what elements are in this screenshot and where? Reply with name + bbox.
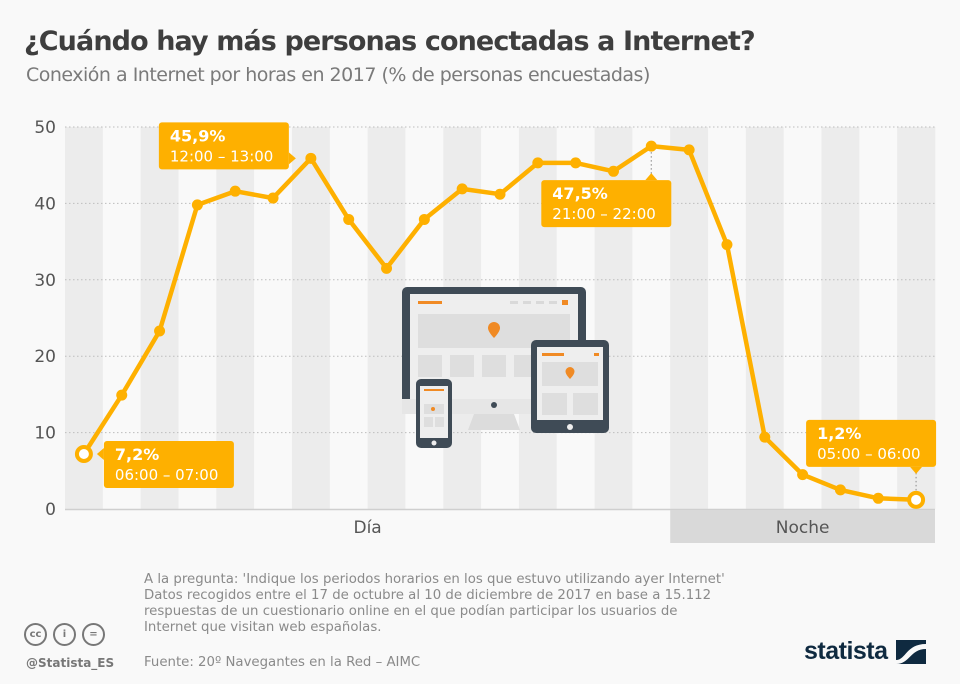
data-point [494, 188, 506, 200]
chart-title: ¿Cuándo hay más personas conectadas a In… [24, 26, 756, 57]
callout-value: 45,9% [170, 126, 226, 145]
callout-box [541, 180, 672, 228]
data-point [721, 239, 733, 251]
footnote: A la pregunta: 'Indique los periodos hor… [144, 572, 784, 636]
annotation-callout: 45,9% 12:00 – 13:00 [158, 122, 296, 170]
logo-text: statista [804, 637, 888, 665]
background-stripe [254, 127, 293, 509]
data-point [381, 262, 393, 274]
statista-logo-icon [895, 639, 926, 664]
license-icons: cc i = [24, 623, 105, 646]
data-point [418, 213, 430, 225]
source-text: Fuente: 20º Navegantes en la Red – AIMC [144, 655, 421, 670]
callout-box [806, 419, 937, 467]
annotation-callout: 1,2% 05:00 – 06:00 [806, 419, 937, 474]
y-tick-label: 20 [34, 347, 56, 367]
callout-pointer [645, 173, 658, 181]
callout-time-range: 21:00 – 22:00 [552, 205, 656, 223]
background-stripe [745, 127, 784, 509]
y-tick-label: 30 [34, 271, 56, 291]
data-point [834, 484, 846, 496]
data-point [797, 469, 809, 481]
y-tick-label: 10 [34, 424, 56, 444]
annotation-callout: 7,2% 06:00 – 07:00 [96, 440, 234, 488]
y-tick-label: 0 [45, 500, 56, 520]
callout-value: 7,2% [115, 445, 159, 464]
data-point [683, 144, 695, 156]
background-stripe [329, 127, 368, 509]
callout-time-range: 06:00 – 07:00 [115, 466, 219, 484]
footnote-line: respuestas de un cuestionario online en … [144, 604, 678, 619]
creative-commons-icon[interactable]: cc [24, 623, 47, 646]
callout-time-range: 12:00 – 13:00 [170, 147, 274, 165]
data-point [607, 165, 619, 177]
callout-pointer [288, 152, 296, 165]
data-point [872, 492, 884, 504]
footnote-line: Datos recogidos entre el 17 de octubre a… [144, 588, 712, 603]
callout-time-range: 05:00 – 06:00 [817, 445, 921, 463]
chart-subtitle: Conexión a Internet por horas en 2017 (%… [26, 64, 650, 86]
data-point [305, 152, 317, 164]
data-point [759, 431, 771, 443]
period-band [670, 510, 935, 543]
data-point [532, 157, 544, 169]
period-label: Noche [776, 518, 830, 538]
no-derivatives-icon[interactable]: = [82, 623, 105, 646]
data-point [154, 325, 166, 337]
data-points [74, 140, 926, 509]
y-tick-label: 40 [34, 194, 56, 214]
background-stripe [291, 127, 331, 509]
devices-illustration [402, 287, 609, 448]
callout-box [158, 122, 289, 170]
data-point [570, 157, 582, 169]
period-labels: Día Noche [353, 510, 935, 543]
data-point [267, 192, 279, 204]
data-point [907, 490, 926, 509]
background-stripe [670, 127, 709, 509]
map-pin-icon [565, 367, 575, 379]
data-point [191, 199, 203, 211]
callout-pointer [96, 447, 104, 460]
y-axis-ticks: 0 10 20 30 40 50 [34, 118, 56, 520]
y-tick-label: 50 [34, 118, 56, 138]
map-pin-icon [488, 322, 500, 338]
callout-value: 47,5% [552, 184, 608, 203]
twitter-handle[interactable]: @Statista_ES [26, 656, 115, 670]
background-stripe [367, 127, 406, 509]
footnote-line: Internet que visitan web españolas. [144, 620, 382, 635]
data-point [229, 185, 241, 197]
attribution-icon[interactable]: i [53, 623, 76, 646]
annotation-leaders [650, 152, 917, 492]
period-label: Día [353, 518, 381, 538]
line-chart: 0 10 20 30 40 50 Día Noche [34, 118, 937, 543]
annotations: 7,2% 06:00 – 07:00 45,9% 12:00 – 13:00 47,5%… [96, 122, 937, 488]
data-point [74, 444, 93, 463]
statista-logo[interactable]: statista [804, 637, 926, 666]
callout-value: 1,2% [817, 424, 861, 443]
data-point [456, 183, 468, 195]
annotation-callout: 47,5% 21:00 – 22:00 [541, 173, 672, 228]
data-point [116, 389, 128, 401]
data-point [343, 213, 355, 225]
footnote-line: A la pregunta: 'Indique los periodos hor… [144, 572, 725, 587]
callout-box [103, 440, 234, 488]
callout-pointer [910, 466, 923, 474]
data-point [645, 140, 657, 152]
